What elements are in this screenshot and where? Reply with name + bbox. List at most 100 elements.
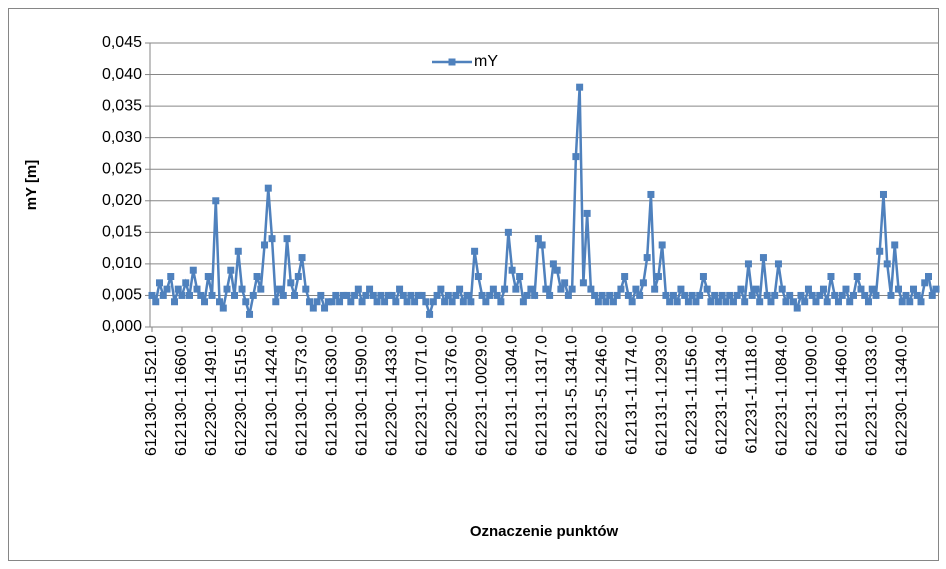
marker [906, 298, 914, 306]
marker [643, 254, 651, 262]
marker [317, 291, 325, 299]
marker [684, 298, 692, 306]
marker [879, 190, 887, 198]
marker [733, 291, 741, 299]
marker [384, 291, 392, 299]
marker [306, 298, 314, 306]
marker [268, 235, 276, 243]
marker [827, 273, 835, 281]
marker [388, 291, 396, 299]
marker [771, 291, 779, 299]
x-tick-label: 612131-1.1293.0 [653, 335, 670, 456]
marker [463, 291, 471, 299]
marker [452, 291, 460, 299]
marker [868, 285, 876, 293]
marker [564, 291, 572, 299]
marker [163, 285, 171, 293]
marker [238, 285, 246, 293]
x-tick-label: 612130-1.1590.0 [353, 335, 370, 456]
legend-label: mY [474, 53, 498, 70]
x-tick-label: 612231-5.1246.0 [593, 335, 610, 456]
marker [309, 304, 317, 312]
marker [527, 285, 535, 293]
marker [504, 228, 512, 236]
marker [448, 298, 456, 306]
marker [864, 298, 872, 306]
marker [486, 291, 494, 299]
marker [321, 304, 329, 312]
y-axis-title: mY [m] [23, 160, 40, 211]
marker [508, 266, 516, 274]
marker [703, 285, 711, 293]
x-tick-label: 612230-1.1515.0 [233, 335, 250, 456]
marker [613, 291, 621, 299]
marker [591, 291, 599, 299]
x-tick-label: 612231-1.1134.0 [713, 335, 730, 455]
marker [624, 291, 632, 299]
marker [778, 285, 786, 293]
marker [789, 298, 797, 306]
marker [433, 291, 441, 299]
marker [639, 279, 647, 287]
y-tick-label: 0,000 [102, 318, 142, 335]
y-tick-label: 0,005 [102, 287, 142, 304]
marker [632, 285, 640, 293]
marker [246, 310, 254, 318]
marker [538, 241, 546, 249]
x-tick-label: 612130-1.1630.0 [323, 335, 340, 456]
marker [557, 285, 565, 293]
marker [662, 291, 670, 299]
marker [767, 298, 775, 306]
marker [152, 298, 160, 306]
marker [711, 291, 719, 299]
x-tick-label: 612231-1.0029.0 [473, 335, 490, 456]
x-tick-label: 612230-1.1491.0 [203, 335, 220, 456]
x-tick-label: 612131-5.1341.0 [563, 335, 580, 456]
marker [531, 291, 539, 299]
marker [568, 285, 576, 293]
marker [816, 291, 824, 299]
marker [861, 291, 869, 299]
marker [677, 285, 685, 293]
y-tick-label: 0,020 [102, 192, 142, 209]
marker [609, 298, 617, 306]
marker [744, 260, 752, 268]
marker [328, 298, 336, 306]
marker [429, 298, 437, 306]
marker [186, 291, 194, 299]
marker [302, 285, 310, 293]
marker [846, 298, 854, 306]
marker [793, 304, 801, 312]
marker [523, 291, 531, 299]
marker [257, 285, 265, 293]
marker [519, 298, 527, 306]
marker [688, 291, 696, 299]
marker [482, 298, 490, 306]
marker [748, 291, 756, 299]
marker [651, 285, 659, 293]
marker [726, 291, 734, 299]
marker [234, 247, 242, 255]
marker [894, 285, 902, 293]
marker [444, 291, 452, 299]
marker [692, 298, 700, 306]
marker [654, 273, 662, 281]
marker [579, 279, 587, 287]
marker [148, 291, 156, 299]
marker [501, 285, 509, 293]
x-tick-label: 612231-1.1071.0 [413, 335, 430, 456]
marker [403, 298, 411, 306]
marker [411, 298, 419, 306]
marker [917, 298, 925, 306]
y-tick-label: 0,025 [102, 160, 142, 177]
chart-border [8, 8, 939, 561]
marker [474, 273, 482, 281]
marker [932, 285, 940, 293]
marker [418, 291, 426, 299]
marker [722, 298, 730, 306]
marker [377, 291, 385, 299]
x-tick-label: 612230-1.1340.0 [893, 335, 910, 456]
marker [193, 285, 201, 293]
